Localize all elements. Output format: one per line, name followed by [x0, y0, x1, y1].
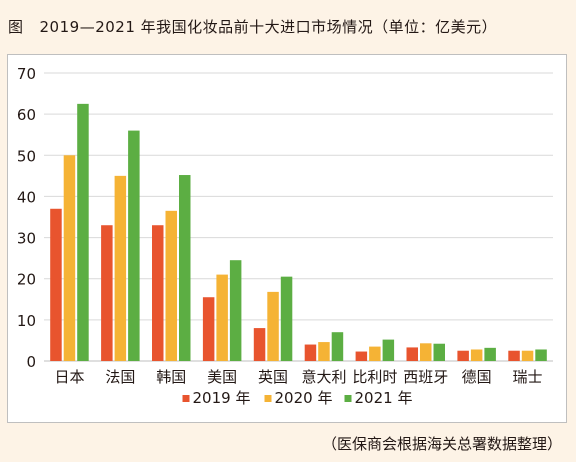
bar-2019年 — [304, 344, 317, 361]
y-tick-label: 0 — [26, 353, 36, 371]
legend-label: 2021 年 — [355, 389, 413, 407]
x-tick-label: 日本 — [54, 368, 84, 386]
x-tick-label: 意大利 — [301, 368, 346, 386]
bar-2021年 — [179, 175, 191, 361]
bar-2020年 — [369, 346, 381, 361]
bar-2020年 — [165, 210, 177, 361]
bar-2019年 — [457, 350, 469, 361]
bar-2021年 — [280, 276, 293, 361]
bar-2021年 — [77, 103, 89, 361]
y-tick-label: 70 — [17, 65, 36, 83]
x-tick-label: 瑞士 — [513, 368, 543, 386]
legend-swatch — [182, 395, 190, 402]
bar-2021年 — [128, 130, 140, 361]
bar-2019年 — [253, 328, 266, 361]
bar-2020年 — [420, 343, 432, 361]
chart-panel: 0 10 20 30 40 50 60 70 日本 法国 韩国 美国 英国 意大利 比利时 西班牙 德国 瑞士 20… — [7, 54, 567, 423]
bar-2021年 — [331, 332, 344, 361]
y-tick-label: 30 — [17, 230, 36, 248]
y-tick-label: 10 — [17, 312, 36, 330]
bar-2020年 — [470, 349, 483, 361]
bar-2019年 — [202, 297, 215, 361]
bar-2020年 — [114, 175, 127, 361]
x-tick-label: 美国 — [207, 368, 237, 386]
bar-2020年 — [318, 342, 330, 361]
x-tick-label: 法国 — [105, 368, 135, 386]
x-tick-label: 德国 — [462, 368, 492, 386]
source-note: （医保商会根据海关总署数据整理） — [321, 435, 562, 453]
bar-2019年 — [508, 350, 520, 361]
y-tick-label: 60 — [17, 106, 36, 124]
bar-2021年 — [229, 260, 242, 361]
bar-2021年 — [433, 343, 445, 361]
bar-2019年 — [50, 208, 62, 361]
figure-title-text: 2019—2021 年我国化妆品前十大进口市场情况（单位：亿美元） — [39, 18, 498, 36]
bar-2019年 — [101, 225, 113, 361]
legend-swatch — [264, 395, 272, 402]
figure-title: 图 2019—2021 年我国化妆品前十大进口市场情况（单位：亿美元） — [8, 16, 497, 37]
bar-2020年 — [63, 155, 76, 361]
bar-2019年 — [406, 347, 418, 361]
x-tick-label: 比利时 — [352, 368, 397, 386]
bar-2020年 — [267, 291, 279, 361]
x-tick-label: 英国 — [258, 368, 288, 386]
bar-2019年 — [152, 225, 164, 361]
bar-2021年 — [382, 339, 395, 361]
bar-2019年 — [355, 351, 368, 361]
legend-label: 2019 年 — [193, 389, 251, 407]
legend-swatch — [344, 395, 352, 402]
bar-2021年 — [484, 347, 496, 361]
y-tick-label: 40 — [17, 188, 36, 206]
x-tick-label: 韩国 — [156, 368, 186, 386]
bar-2020年 — [521, 350, 534, 361]
y-tick-label: 50 — [17, 147, 36, 165]
legend-label: 2020 年 — [275, 389, 333, 407]
bar-chart: 0 10 20 30 40 50 60 70 日本 法国 韩国 美国 英国 意大利 比利时 西班牙 德国 瑞士 20… — [17, 65, 553, 407]
x-tick-label: 西班牙 — [403, 368, 448, 386]
y-tick-label: 20 — [17, 271, 36, 289]
figure-label: 图 — [8, 18, 24, 36]
bar-2020年 — [216, 274, 228, 361]
bar-2021年 — [535, 349, 547, 361]
